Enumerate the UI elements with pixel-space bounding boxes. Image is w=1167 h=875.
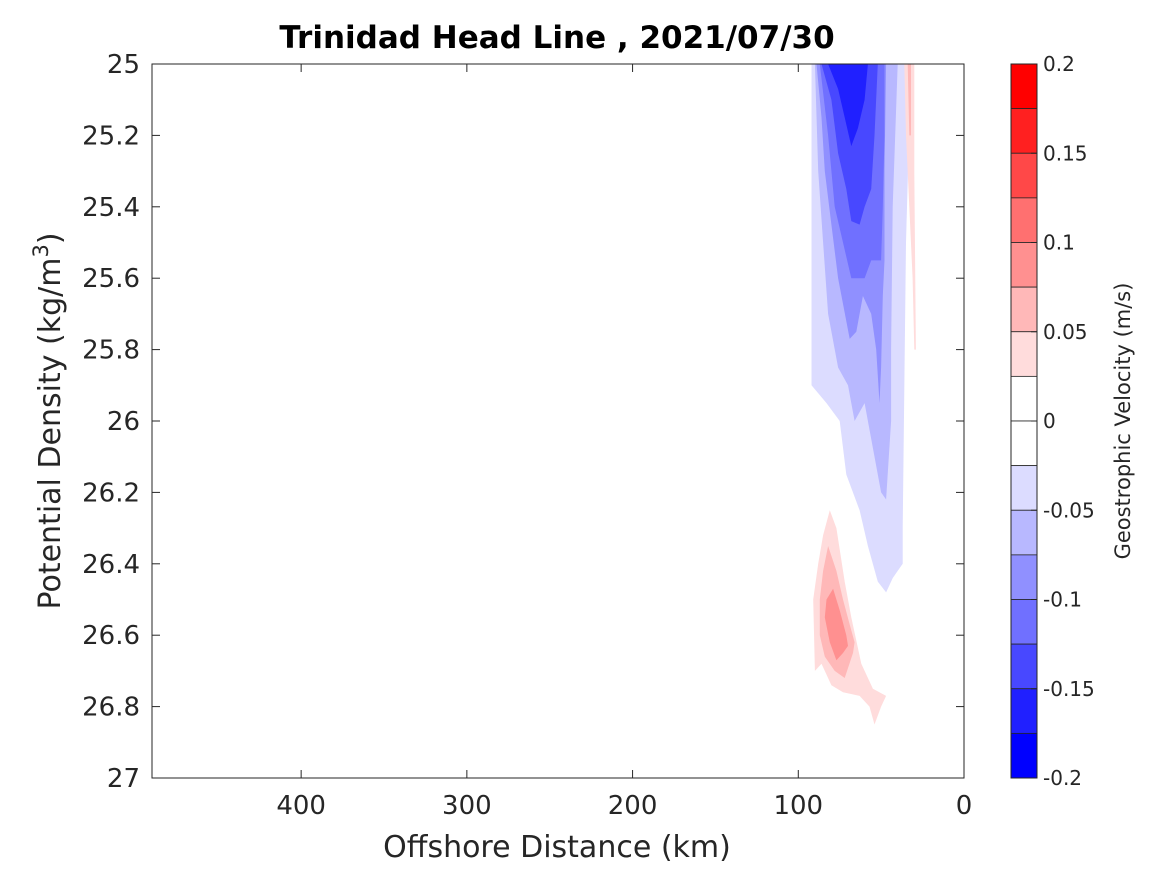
colorbar-tick-label: -0.1 [1043, 588, 1082, 612]
colorbar-tick-label: 0 [1043, 409, 1056, 433]
colorbar-band [1010, 63, 1038, 110]
colorbar-band [1010, 554, 1038, 600]
x-tick-label: 0 [956, 791, 973, 821]
colorbar-band [1010, 732, 1038, 779]
colorbar-band [1010, 242, 1038, 288]
y-axis-label-main: Potential Density (kg/m [33, 258, 68, 610]
contour-region-pos-lower-3 [824, 588, 848, 661]
x-axis-label: Offshore Distance (km) [383, 830, 731, 865]
contour-regions [811, 64, 916, 725]
colorbar-band [1010, 599, 1038, 645]
y-axis-label-superscript: 3 [29, 244, 53, 257]
colorbar-band [1010, 286, 1038, 333]
y-tick-label: 25.4 [82, 193, 140, 223]
y-axis-label-close: ) [33, 232, 68, 244]
colorbar-band [1010, 197, 1038, 243]
y-tick-label: 25 [107, 50, 140, 80]
colorbar-tick-label: -0.05 [1043, 498, 1095, 522]
chart-title: Trinidad Head Line , 2021/07/30 [279, 20, 834, 56]
y-tick-label: 25.8 [82, 336, 140, 366]
colorbar-label: Geostrophic Velocity (m/s) [1111, 283, 1135, 560]
y-axis-ticks: 25 25.2 25.4 25.6 25.8 26 26.2 26.4 26.6 26.8 27 [82, 50, 964, 794]
x-tick-label: 400 [276, 791, 326, 821]
colorbar-band [1010, 152, 1038, 199]
y-tick-label: 25.6 [82, 264, 140, 294]
contour-region-neg-band-5 [821, 64, 878, 225]
colorbar-band [1010, 375, 1038, 422]
contour-region-pos-upper-1 [904, 64, 916, 350]
colorbar-band [1010, 331, 1038, 377]
colorbar [1010, 63, 1038, 779]
y-tick-label: 26.2 [82, 478, 140, 508]
y-tick-label: 27 [107, 764, 140, 794]
y-tick-label: 26.6 [82, 621, 140, 651]
colorbar-tick-label: 0.15 [1043, 141, 1088, 165]
x-tick-label: 300 [442, 791, 492, 821]
colorbar-ticks: 0.2 0.15 0.1 0.05 0 -0.05 -0.1 -0.15 -0.2 [1031, 52, 1095, 790]
x-tick-label: 200 [608, 791, 658, 821]
y-tick-label: 26.4 [82, 550, 140, 580]
colorbar-tick-label: -0.2 [1043, 766, 1082, 790]
y-tick-label: 26.8 [82, 693, 140, 723]
contour-region-neg-band-6 [828, 64, 868, 147]
colorbar-tick-label: 0.2 [1043, 52, 1075, 76]
colorbar-tick-label: -0.15 [1043, 677, 1095, 701]
y-tick-label: 25.2 [82, 121, 140, 151]
contour-region-pos-upper-2 [907, 64, 911, 136]
y-axis-label: Potential Density (kg/m3) [29, 232, 68, 609]
colorbar-band [1010, 465, 1038, 511]
colorbar-band [1010, 108, 1038, 154]
colorbar-band [1010, 509, 1038, 556]
colorbar-band [1010, 420, 1038, 467]
y-tick-label: 26 [107, 407, 140, 437]
x-axis-ticks: 400 300 200 100 0 [276, 64, 972, 821]
x-tick-label: 100 [773, 791, 823, 821]
colorbar-band [1010, 643, 1038, 690]
colorbar-band [1010, 688, 1038, 734]
colorbar-tick-label: 0.1 [1043, 231, 1075, 255]
colorbar-tick-label: 0.05 [1043, 320, 1088, 344]
